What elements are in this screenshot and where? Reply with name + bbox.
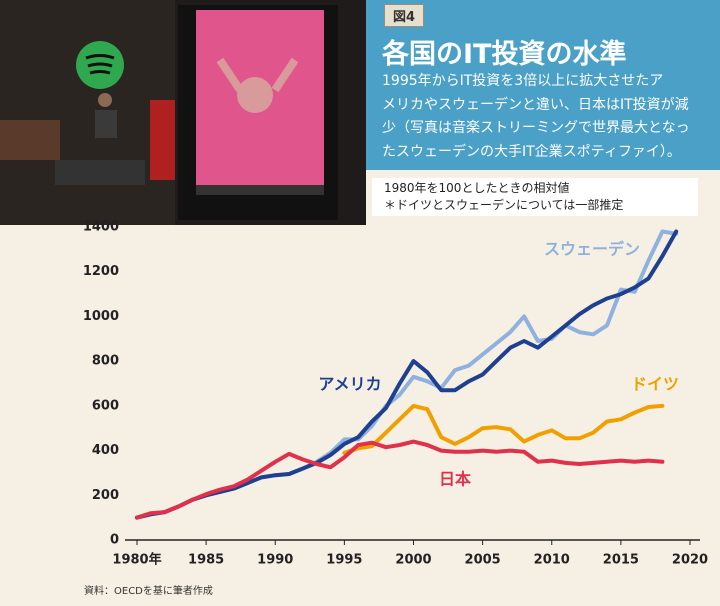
series-line bbox=[135, 229, 679, 520]
x-tick-label: 2000 bbox=[395, 553, 431, 568]
x-tick-label: 2020 bbox=[672, 553, 708, 568]
figure-badge: 図4 bbox=[384, 4, 425, 27]
title: 各国のIT投資の水準 bbox=[382, 39, 627, 70]
source: 資料：OECDを基に筆者作成 bbox=[84, 586, 213, 597]
body-text: 1995年からIT投資を3倍以上に拡大させたアメリカやスウェーデンと違い、日本は… bbox=[382, 70, 690, 164]
x-tick-label: 2005 bbox=[465, 553, 501, 568]
x-tick-label: 1980年 bbox=[112, 552, 161, 568]
body-line: メリカやスウェーデンと違い、日本はIT投資が減 bbox=[382, 96, 689, 113]
y-tick-label: 1000 bbox=[83, 309, 119, 324]
y-tick-label: 200 bbox=[92, 488, 119, 503]
x-tick-label: 2015 bbox=[603, 553, 639, 568]
note-line: ＊ドイツとスウェーデンについては一部推定 bbox=[384, 198, 624, 212]
y-tick-label: 400 bbox=[92, 443, 119, 458]
note-line: 1980年を100としたときの相対値 bbox=[384, 181, 570, 195]
y-tick-label: 600 bbox=[92, 398, 119, 413]
series-label: スウェーデン bbox=[544, 240, 640, 259]
series-label: 日本 bbox=[439, 470, 471, 489]
photo bbox=[0, 0, 366, 225]
body-line: 少（写真は音楽ストリーミングで世界最大となっ bbox=[382, 120, 690, 136]
y-tick-label: 1400 bbox=[83, 220, 119, 235]
header: 図4 各国のIT投資の水準 1995年からIT投資を3倍以上に拡大させたアメリカ… bbox=[366, 0, 720, 170]
body-line: たスウェーデンの大手IT企業スポティファイ）。 bbox=[382, 143, 681, 160]
x-tick-label: 1990 bbox=[257, 553, 293, 568]
series-line bbox=[342, 403, 665, 455]
body-line: 1995年からIT投資を3倍以上に拡大させたア bbox=[382, 73, 664, 89]
x-tick-label: 2010 bbox=[534, 553, 570, 568]
x-tick-label: 1985 bbox=[188, 553, 224, 568]
x-tick-label: 1995 bbox=[326, 553, 362, 568]
y-tick-label: 1200 bbox=[83, 264, 119, 279]
series-line bbox=[135, 439, 665, 520]
note-box: 1980年を100としたときの相対値 ＊ドイツとスウェーデンについては一部推定 bbox=[372, 178, 698, 216]
series-label: アメリカ bbox=[318, 375, 381, 394]
y-tick-label: 0 bbox=[110, 533, 119, 548]
series-label: ドイツ bbox=[631, 375, 679, 394]
chart: 0 200 400 600 800 1000 1200 1400 1980年 1985 1990 19… bbox=[83, 220, 708, 568]
y-tick-label: 800 bbox=[92, 354, 119, 369]
